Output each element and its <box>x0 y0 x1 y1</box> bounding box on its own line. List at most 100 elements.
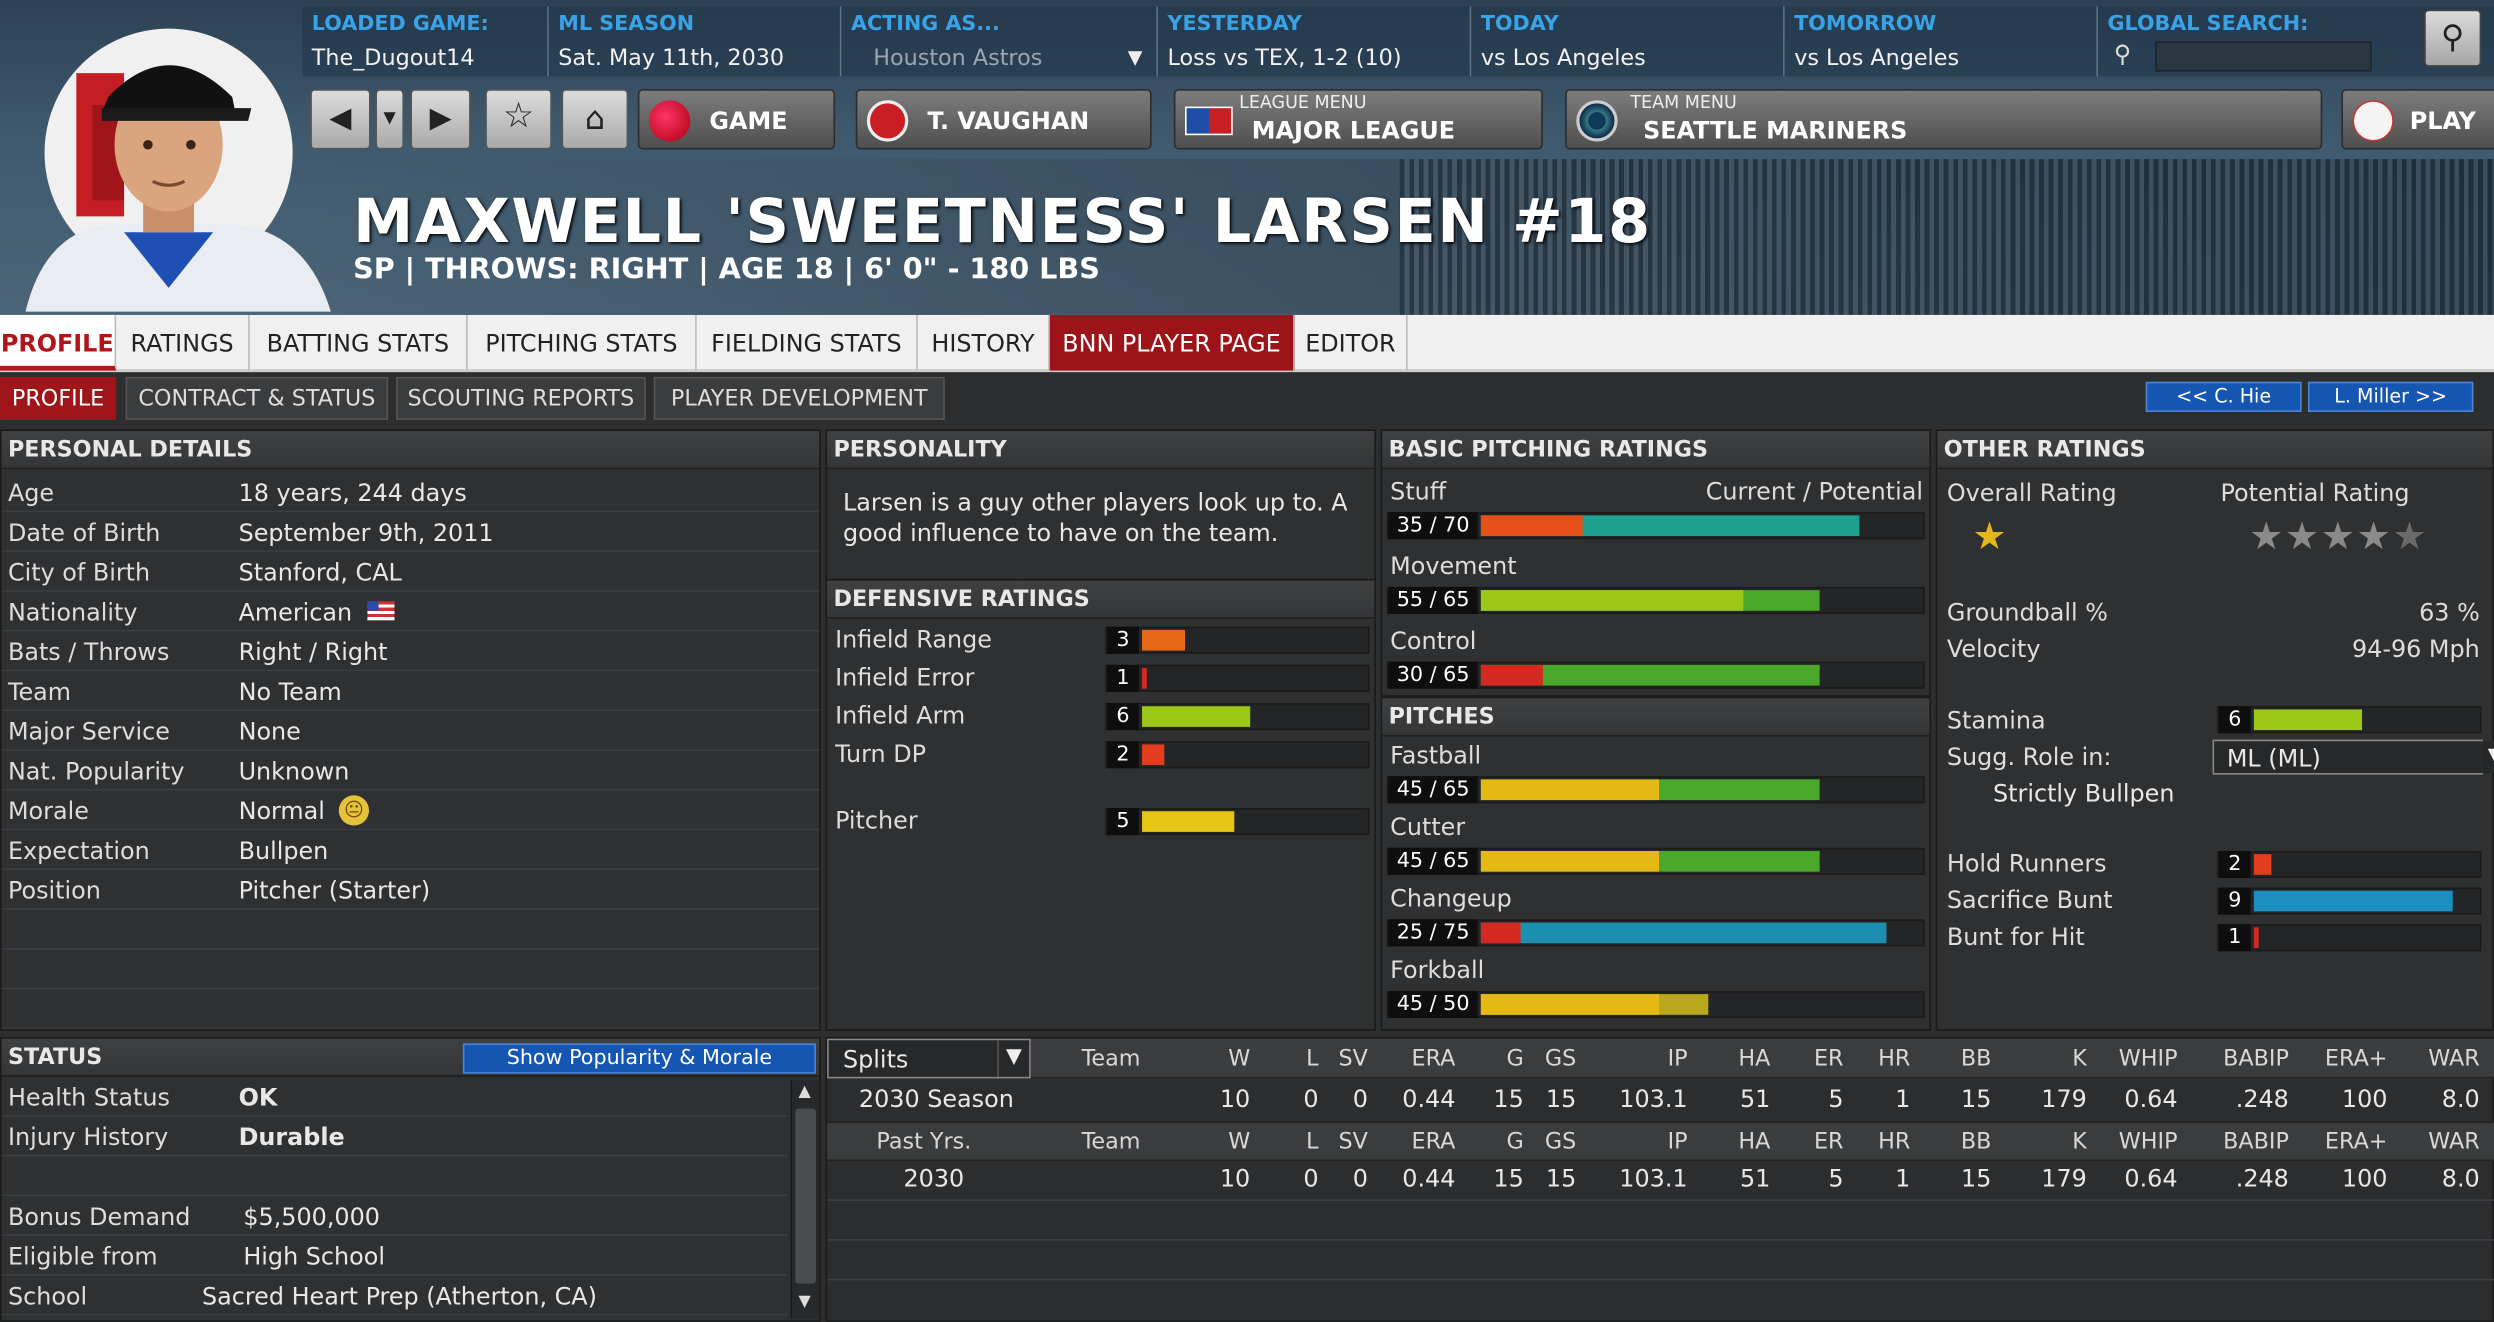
detail-label: Nationality <box>7 598 138 627</box>
status-row: Bonus Demand $5,500,000 <box>1 1196 788 1236</box>
other-rating-bar: 1 <box>2217 924 2482 952</box>
previous-player-button[interactable]: << C. Hie <box>2145 381 2302 412</box>
other-rating-value: 9 <box>2218 887 2251 915</box>
home-icon[interactable]: ⌂ <box>561 89 629 150</box>
chevron-down-icon[interactable]: ▼ <box>1127 46 1143 69</box>
defensive-fill <box>1142 629 1185 651</box>
detail-value: Stanford, CAL <box>238 558 402 587</box>
star-icon: ★★★★ <box>2249 513 2393 559</box>
stat-cell: WHIP <box>2118 1129 2178 1155</box>
tab-fielding-stats[interactable]: FIELDING STATS <box>697 314 918 371</box>
ml-season-label: ML SEASON <box>558 12 695 37</box>
stat-cell: WAR <box>2428 1046 2480 1073</box>
defensive-label: Turn DP <box>835 739 927 769</box>
defensive-label: Infield Range <box>835 625 992 654</box>
overall-rating-stars: ★ <box>1972 514 2008 559</box>
other-ratings-title: OTHER RATINGS <box>1937 431 2493 470</box>
tab-editor[interactable]: EDITOR <box>1295 314 1408 371</box>
flag-canton <box>367 601 379 611</box>
stat-cell: GS <box>1544 1046 1577 1073</box>
star-icon[interactable]: ☆ <box>485 89 552 150</box>
detail-value: 18 years, 244 days <box>238 478 467 508</box>
defensive-fill <box>1142 744 1165 766</box>
ml-season-value: Sat. May 11th, 2030 <box>558 46 785 72</box>
detail-value: American <box>238 598 353 627</box>
scrollbar-thumb[interactable] <box>795 1108 816 1284</box>
show-popularity-morale-button[interactable]: Show Popularity & Morale <box>462 1043 816 1074</box>
tomorrow-cell[interactable]: TOMORROW vs Los Angeles <box>1784 6 2099 77</box>
acting-as-select[interactable]: Houston Astros <box>873 46 1043 72</box>
mlb-logo-icon <box>1184 106 1233 136</box>
status-label: School <box>7 1282 88 1311</box>
status-scrollbar[interactable]: ▲ ▼ <box>790 1080 820 1319</box>
stamina-value: 6 <box>2218 706 2251 734</box>
forward-arrow-button[interactable]: ▶ <box>410 89 471 150</box>
sub-tabs: PROFILE CONTRACT & STATUS SCOUTING REPOR… <box>0 372 2494 424</box>
detail-row: Morale Normal 😐 <box>1 791 820 831</box>
league-menu-button[interactable]: LEAGUE MENU MAJOR LEAGUE <box>1173 89 1543 150</box>
play-button[interactable]: PLAY <box>2341 89 2494 150</box>
other-rating-fill <box>2253 890 2453 912</box>
scroll-down-icon[interactable]: ▼ <box>798 1293 811 1311</box>
pitches-title: PITCHES <box>1382 698 1930 737</box>
subtab-player-development[interactable]: PLAYER DEVELOPMENT <box>653 376 945 420</box>
yesterday-value[interactable]: Loss vs TEX, 1-2 (10) <box>1167 46 1402 72</box>
back-arrow-button[interactable]: ◀ <box>310 89 371 150</box>
chevron-down-icon[interactable]: ▼ <box>2481 741 2494 774</box>
team-menu-button[interactable]: TEAM MENU SEATTLE MARINERS <box>1565 89 2323 150</box>
chevron-down-icon[interactable]: ▼ <box>997 1040 1029 1077</box>
tab-ratings[interactable]: RATINGS <box>116 314 250 371</box>
sugg-role-label: Sugg. Role in: <box>1946 742 2112 772</box>
tab-profile[interactable]: PROFILE <box>0 314 117 371</box>
global-search-input[interactable] <box>2155 41 2372 72</box>
other-rating-fill <box>2253 927 2259 948</box>
tab-pitching-stats[interactable]: PITCHING STATS <box>468 314 697 371</box>
pitches-panel: PITCHES Fastball 45 / 65 Cutter 45 / 65 Chan… <box>1380 696 1931 1031</box>
manager-menu-button[interactable]: T. VAUGHAN <box>855 89 1152 150</box>
tab-history[interactable]: HISTORY <box>918 314 1050 371</box>
search-button[interactable]: ⚲ <box>2424 9 2482 67</box>
splits-select[interactable]: Splits ▼ <box>827 1038 1031 1079</box>
defensive-fill <box>1142 668 1147 689</box>
history-dropdown-button[interactable]: ▼ <box>375 89 405 150</box>
game-menu-button[interactable]: GAME <box>637 89 836 150</box>
scroll-up-icon[interactable]: ▲ <box>798 1083 811 1101</box>
basic-current-fill <box>1480 515 1584 537</box>
velocity-value: 94-96 Mph <box>2351 634 2480 664</box>
acting-as-label: ACTING AS... <box>850 12 1000 37</box>
defensive-label: Pitcher <box>835 806 918 836</box>
today-label: TODAY <box>1480 12 1559 37</box>
acting-as-cell[interactable]: ACTING AS... Houston Astros ▼ <box>841 6 1158 77</box>
detail-row: Expectation Bullpen <box>1 830 820 871</box>
personality-text: Larsen is a guy other players look up to… <box>843 488 1348 548</box>
tab-batting-stats[interactable]: BATTING STATS <box>250 314 468 371</box>
half-star-icon: ★ <box>1972 513 2009 559</box>
basic-bar: 30 / 65 <box>1387 661 1925 689</box>
pitches-bar: 45 / 65 <box>1387 776 1925 804</box>
potential-rating-label: Potential Rating <box>2220 478 2410 508</box>
detail-label: City of Birth <box>7 558 151 587</box>
yesterday-cell[interactable]: YESTERDAY Loss vs TEX, 1-2 (10) <box>1157 6 1472 77</box>
subtab-contract-status[interactable]: CONTRACT & STATUS <box>125 376 389 420</box>
today-value[interactable]: vs Los Angeles <box>1480 46 1646 72</box>
stat-cell: 0 <box>1352 1084 1368 1114</box>
other-rating-label: Hold Runners <box>1946 849 2107 879</box>
today-cell[interactable]: TODAY vs Los Angeles <box>1471 6 1785 77</box>
sugg-role-select[interactable]: ML (ML) ▼ <box>2212 739 2494 775</box>
subtab-scouting-reports[interactable]: SCOUTING REPORTS <box>396 376 646 420</box>
tab-bnn-player-page[interactable]: BNN PLAYER PAGE <box>1049 314 1295 371</box>
status-panel: STATUS Show Popularity & Morale Health S… <box>0 1037 821 1322</box>
other-rating-bar: 9 <box>2217 887 2482 915</box>
basic-current-fill <box>1480 590 1744 611</box>
stamina-fill <box>2253 709 2363 731</box>
next-player-button[interactable]: L. Miller >> <box>2307 381 2474 412</box>
team-menu-caption: TEAM MENU <box>1630 92 1737 113</box>
other-rating-value: 1 <box>2218 924 2251 952</box>
stat-cell: W <box>1228 1129 1251 1155</box>
stat-cell: K <box>2072 1046 2087 1073</box>
pitches-label: Cutter <box>1390 812 1466 842</box>
baseball-icon <box>2352 100 2394 142</box>
tomorrow-value[interactable]: vs Los Angeles <box>1794 46 1960 72</box>
subtab-profile[interactable]: PROFILE <box>0 376 117 420</box>
other-rating-bar: 2 <box>2217 850 2482 879</box>
